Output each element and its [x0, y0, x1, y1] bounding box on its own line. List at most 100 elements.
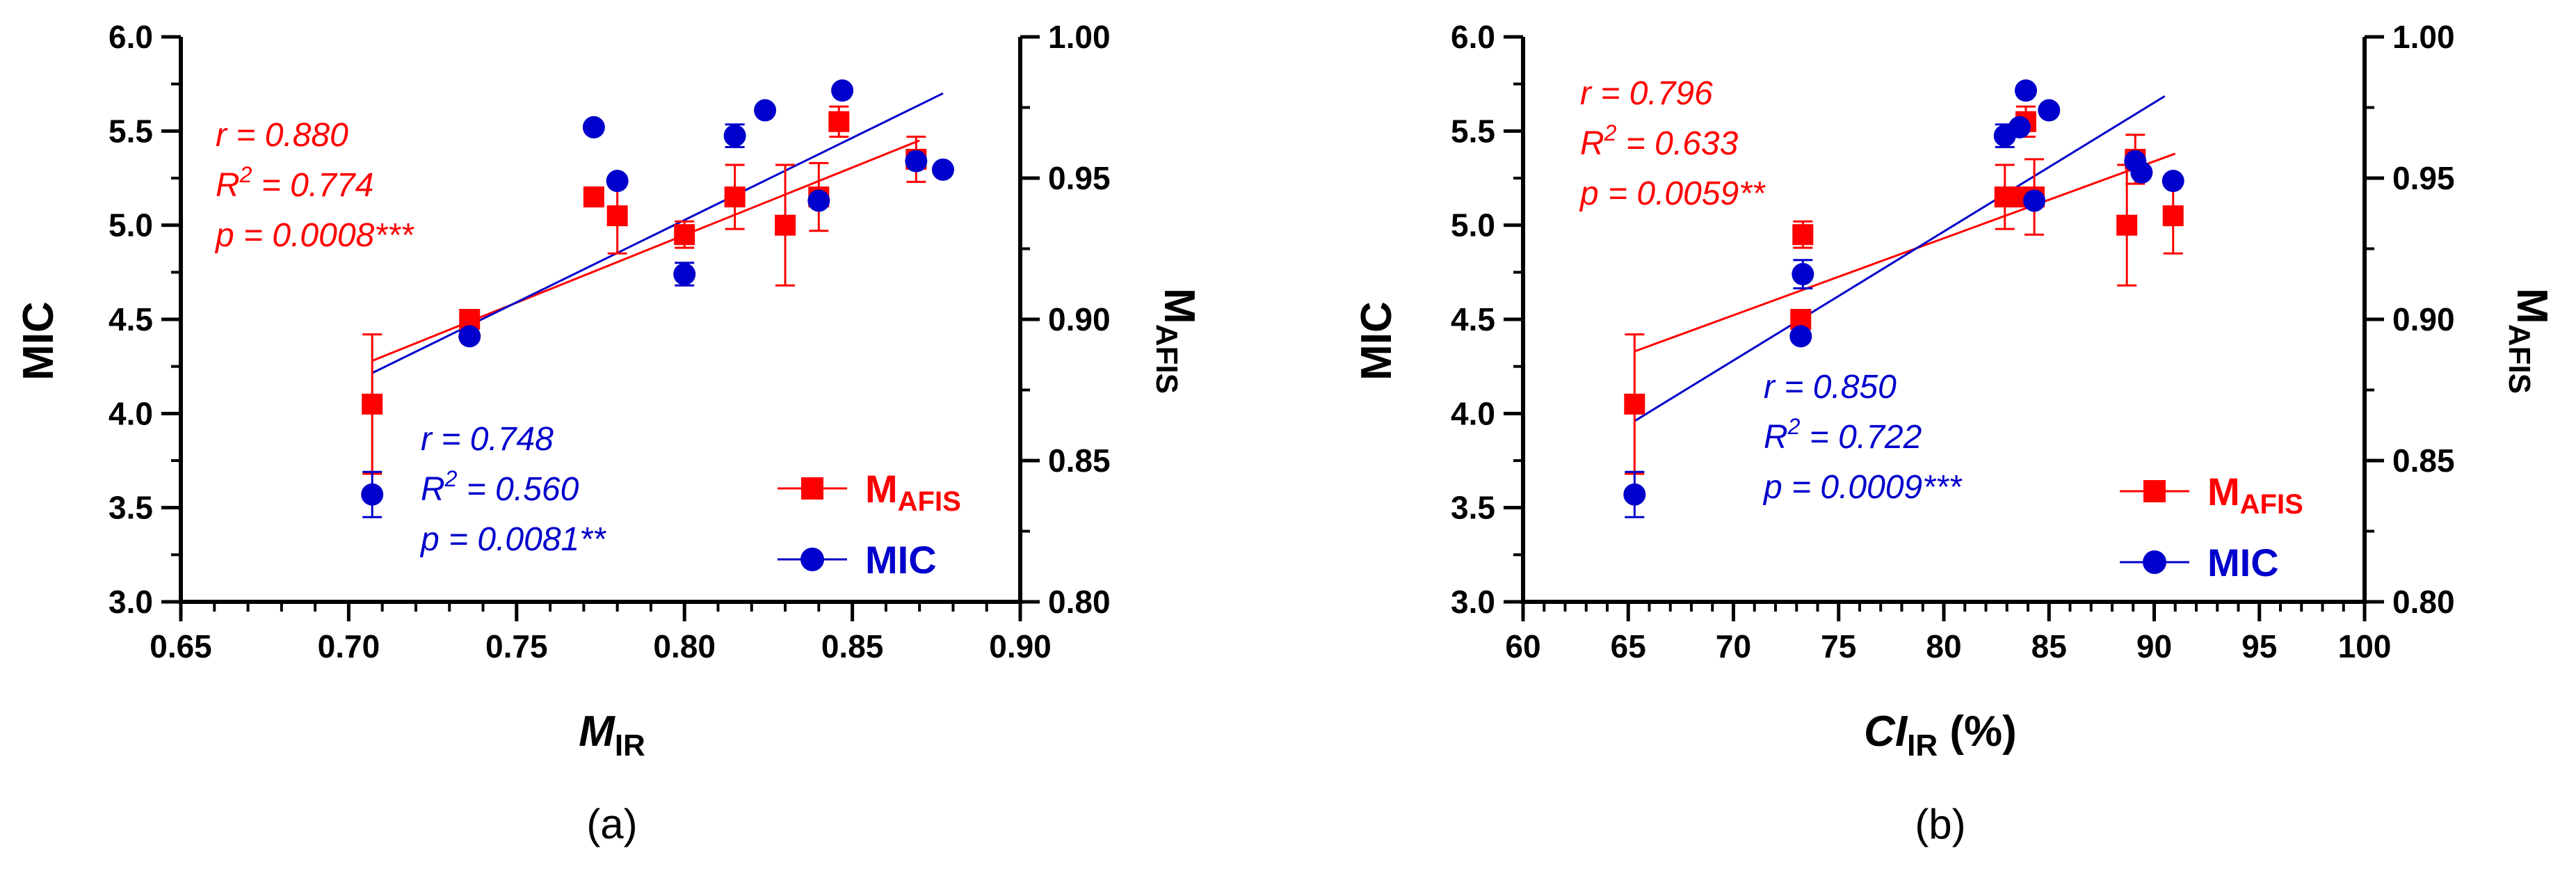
panel-b-red-stat-r: r = 0.796 — [1580, 75, 1713, 112]
panel-b-right-axis-title: MAFIS — [2502, 288, 2556, 394]
panel-a-x-tick-label: 0.65 — [150, 628, 212, 664]
panel-a-mic-point — [723, 125, 746, 148]
panel-b-mic-point — [2130, 161, 2153, 184]
panel-a-label: (a) — [586, 801, 637, 847]
panel-a-legend: MAFIS MIC — [778, 467, 961, 582]
panel-a-legend-blue-marker — [800, 548, 824, 571]
panel-a-y-left-tick-label: 5.0 — [108, 207, 153, 244]
panel-a-blue-stat-p: p = 0.0081** — [419, 521, 606, 558]
panel-a-mic-point — [754, 99, 777, 122]
panel-b-blue-stat-p: p = 0.0009*** — [1762, 469, 1963, 506]
panel-a-mafis-point — [674, 224, 695, 246]
panel-a-left-axis-title: MIC — [15, 301, 63, 381]
panel-b-x-axis-title: CIIR (%) — [1864, 708, 2017, 763]
panel-b-red-stat-r2: R2 = 0.633 — [1580, 120, 1739, 162]
panel-b-mafis-point — [1624, 393, 1645, 415]
panel-a-legend-red-marker — [801, 477, 823, 500]
panel-b-mafis-point — [1792, 224, 1814, 246]
panel-b-x-axis-title-main: CI — [1864, 708, 1908, 756]
panel-a-legend-red-main: M — [865, 467, 898, 511]
panel-b-mic-point — [2038, 99, 2061, 122]
panel-a-mic-point — [831, 79, 854, 102]
panel-a-y-left-tick-label: 4.5 — [108, 301, 153, 337]
panel-b-mic-point — [2023, 189, 2046, 212]
panel-a-red-stat-p: p = 0.0008*** — [214, 217, 414, 254]
panel-a-right-axis-title-sub: AFIS — [1150, 324, 1184, 394]
panel-b-blue-stat-r: r = 0.850 — [1764, 369, 1897, 406]
panel-a-x-tick-label: 0.70 — [318, 628, 380, 664]
panel-a-y-right-tick-label: 0.95 — [1048, 160, 1111, 196]
panel-a-x-tick-label: 0.90 — [989, 628, 1052, 664]
panel-a-y-left-tick-label: 3.0 — [108, 584, 153, 620]
panel-a-mic-point — [905, 150, 928, 173]
panel-a-mic-point — [673, 263, 696, 286]
panel-b-x-axis-title-sub: IR — [1907, 728, 1938, 763]
panel-a-mafis-point — [775, 214, 796, 236]
panel-a-mic-point — [361, 483, 384, 506]
panel-b-y-left-tick-label: 4.5 — [1451, 301, 1495, 337]
panel-b-red-r2-sup: 2 — [1604, 120, 1617, 145]
panel-b-mic-point — [1789, 325, 1812, 348]
panel-a-y-right-tick-label: 0.90 — [1048, 301, 1111, 337]
panel-b-right-axis-title-main: M — [2508, 288, 2556, 324]
panel-b-mafis-point — [2116, 214, 2138, 236]
panel-b-x-tick-label: 60 — [1505, 628, 1540, 664]
panel-b-left-axis-title: MIC — [1353, 301, 1401, 381]
panel-b-red-stat-p: p = 0.0059** — [1579, 175, 1766, 212]
panel-a-x-tick-label: 0.75 — [485, 628, 548, 664]
panel-b-mic-fit-line — [1634, 95, 2166, 422]
panel-b-y-left-tick-label: 6.0 — [1451, 19, 1495, 55]
panel-a-blue-stat-r: r = 0.748 — [421, 421, 554, 458]
panel-b-blue-r2-sup: 2 — [1787, 414, 1801, 439]
panel-a-mafis-point — [724, 186, 746, 208]
panel-a-right-axis-title-main: M — [1155, 288, 1203, 324]
panel-b-axes-layer: 60 65 70 75 80 85 90 95 100 3.0 3.5 4.0 4.5 5.0 5.5 6.0… — [1451, 19, 2454, 664]
panel-b-right-axis-title-sub: AFIS — [2502, 324, 2536, 394]
panel-b-y-left-tick-label: 4.0 — [1451, 395, 1495, 431]
panel-a-y-left-tick-label: 6.0 — [108, 19, 153, 55]
panel-a-red-stat-r2: R2 = 0.774 — [216, 162, 373, 204]
panel-b-mafis-fit-line — [1634, 152, 2176, 353]
panel-b-mic-point — [2014, 79, 2037, 102]
panel-b-y-right-tick-label: 1.00 — [2392, 19, 2455, 55]
panel-b-mic-point — [2162, 170, 2184, 193]
panel-a-mafis-point — [583, 186, 604, 208]
panel-b-legend-red-sub: AFIS — [2240, 489, 2303, 520]
panel-a-y-left-tick-label: 3.5 — [108, 490, 153, 526]
panel-a-red-r2-sup: 2 — [239, 162, 252, 187]
panel-a-red-stat-r: r = 0.880 — [216, 117, 348, 154]
panel-b-label: (b) — [1915, 801, 1965, 847]
panel-a-x-axis-title: MIR — [579, 708, 645, 763]
panel-a-legend-blue-label: MIC — [865, 538, 937, 582]
panel-a-marks-layer — [361, 79, 954, 518]
panel-b-fit-layer — [1634, 95, 2176, 422]
panel-b-x-tick-label: 85 — [2031, 628, 2067, 664]
panel-a-x-axis-title-sub: IR — [615, 728, 645, 763]
panel-a-y-left-tick-label: 5.5 — [108, 113, 153, 149]
panel-a-blue-r2-value: = 0.560 — [457, 471, 579, 508]
panel-a-red-r2-letter: R — [216, 167, 240, 204]
panel-a-y-right-tick-label: 0.85 — [1048, 443, 1111, 479]
panel-b-legend: MAFIS MIC — [2120, 470, 2303, 584]
panel-b: 60 65 70 75 80 85 90 95 100 3.0 3.5 4.0 4.5 5.0 5.5 6.0… — [1353, 19, 2556, 847]
panel-b-y-left-tick-label: 3.0 — [1451, 584, 1495, 620]
panel-b-y-left-tick-label: 5.0 — [1451, 207, 1495, 244]
panel-a-blue-r2-sup: 2 — [444, 466, 458, 491]
panel-b-x-tick-label: 80 — [1926, 628, 1961, 664]
panel-a-axes-layer: 0.65 0.70 0.75 0.80 0.85 0.90 3.0 3.5 4.0 4.5 5.0 5… — [108, 19, 1110, 664]
panel-a-y-left-tick-label: 4.0 — [108, 395, 153, 431]
panel-b-mic-point — [1792, 263, 1814, 286]
panel-b-x-tick-label: 70 — [1716, 628, 1751, 664]
panel-b-legend-red-marker — [2143, 480, 2166, 502]
panel-b-legend-blue-label: MIC — [2207, 541, 2279, 584]
panel-b-x-axis-title-suffix: (%) — [1938, 708, 2017, 756]
panel-b-mic-point — [2008, 115, 2031, 138]
panel-a-mafis-point — [828, 111, 850, 132]
panel-b-mafis-point — [2162, 205, 2184, 227]
panel-a-mic-point — [458, 325, 481, 348]
panel-b-x-tick-label: 65 — [1611, 628, 1646, 664]
panel-b-blue-r2-value: = 0.722 — [1800, 419, 1922, 456]
panel-b-legend-red-main: M — [2207, 470, 2240, 513]
panel-b-x-tick-label: 90 — [2136, 628, 2172, 664]
